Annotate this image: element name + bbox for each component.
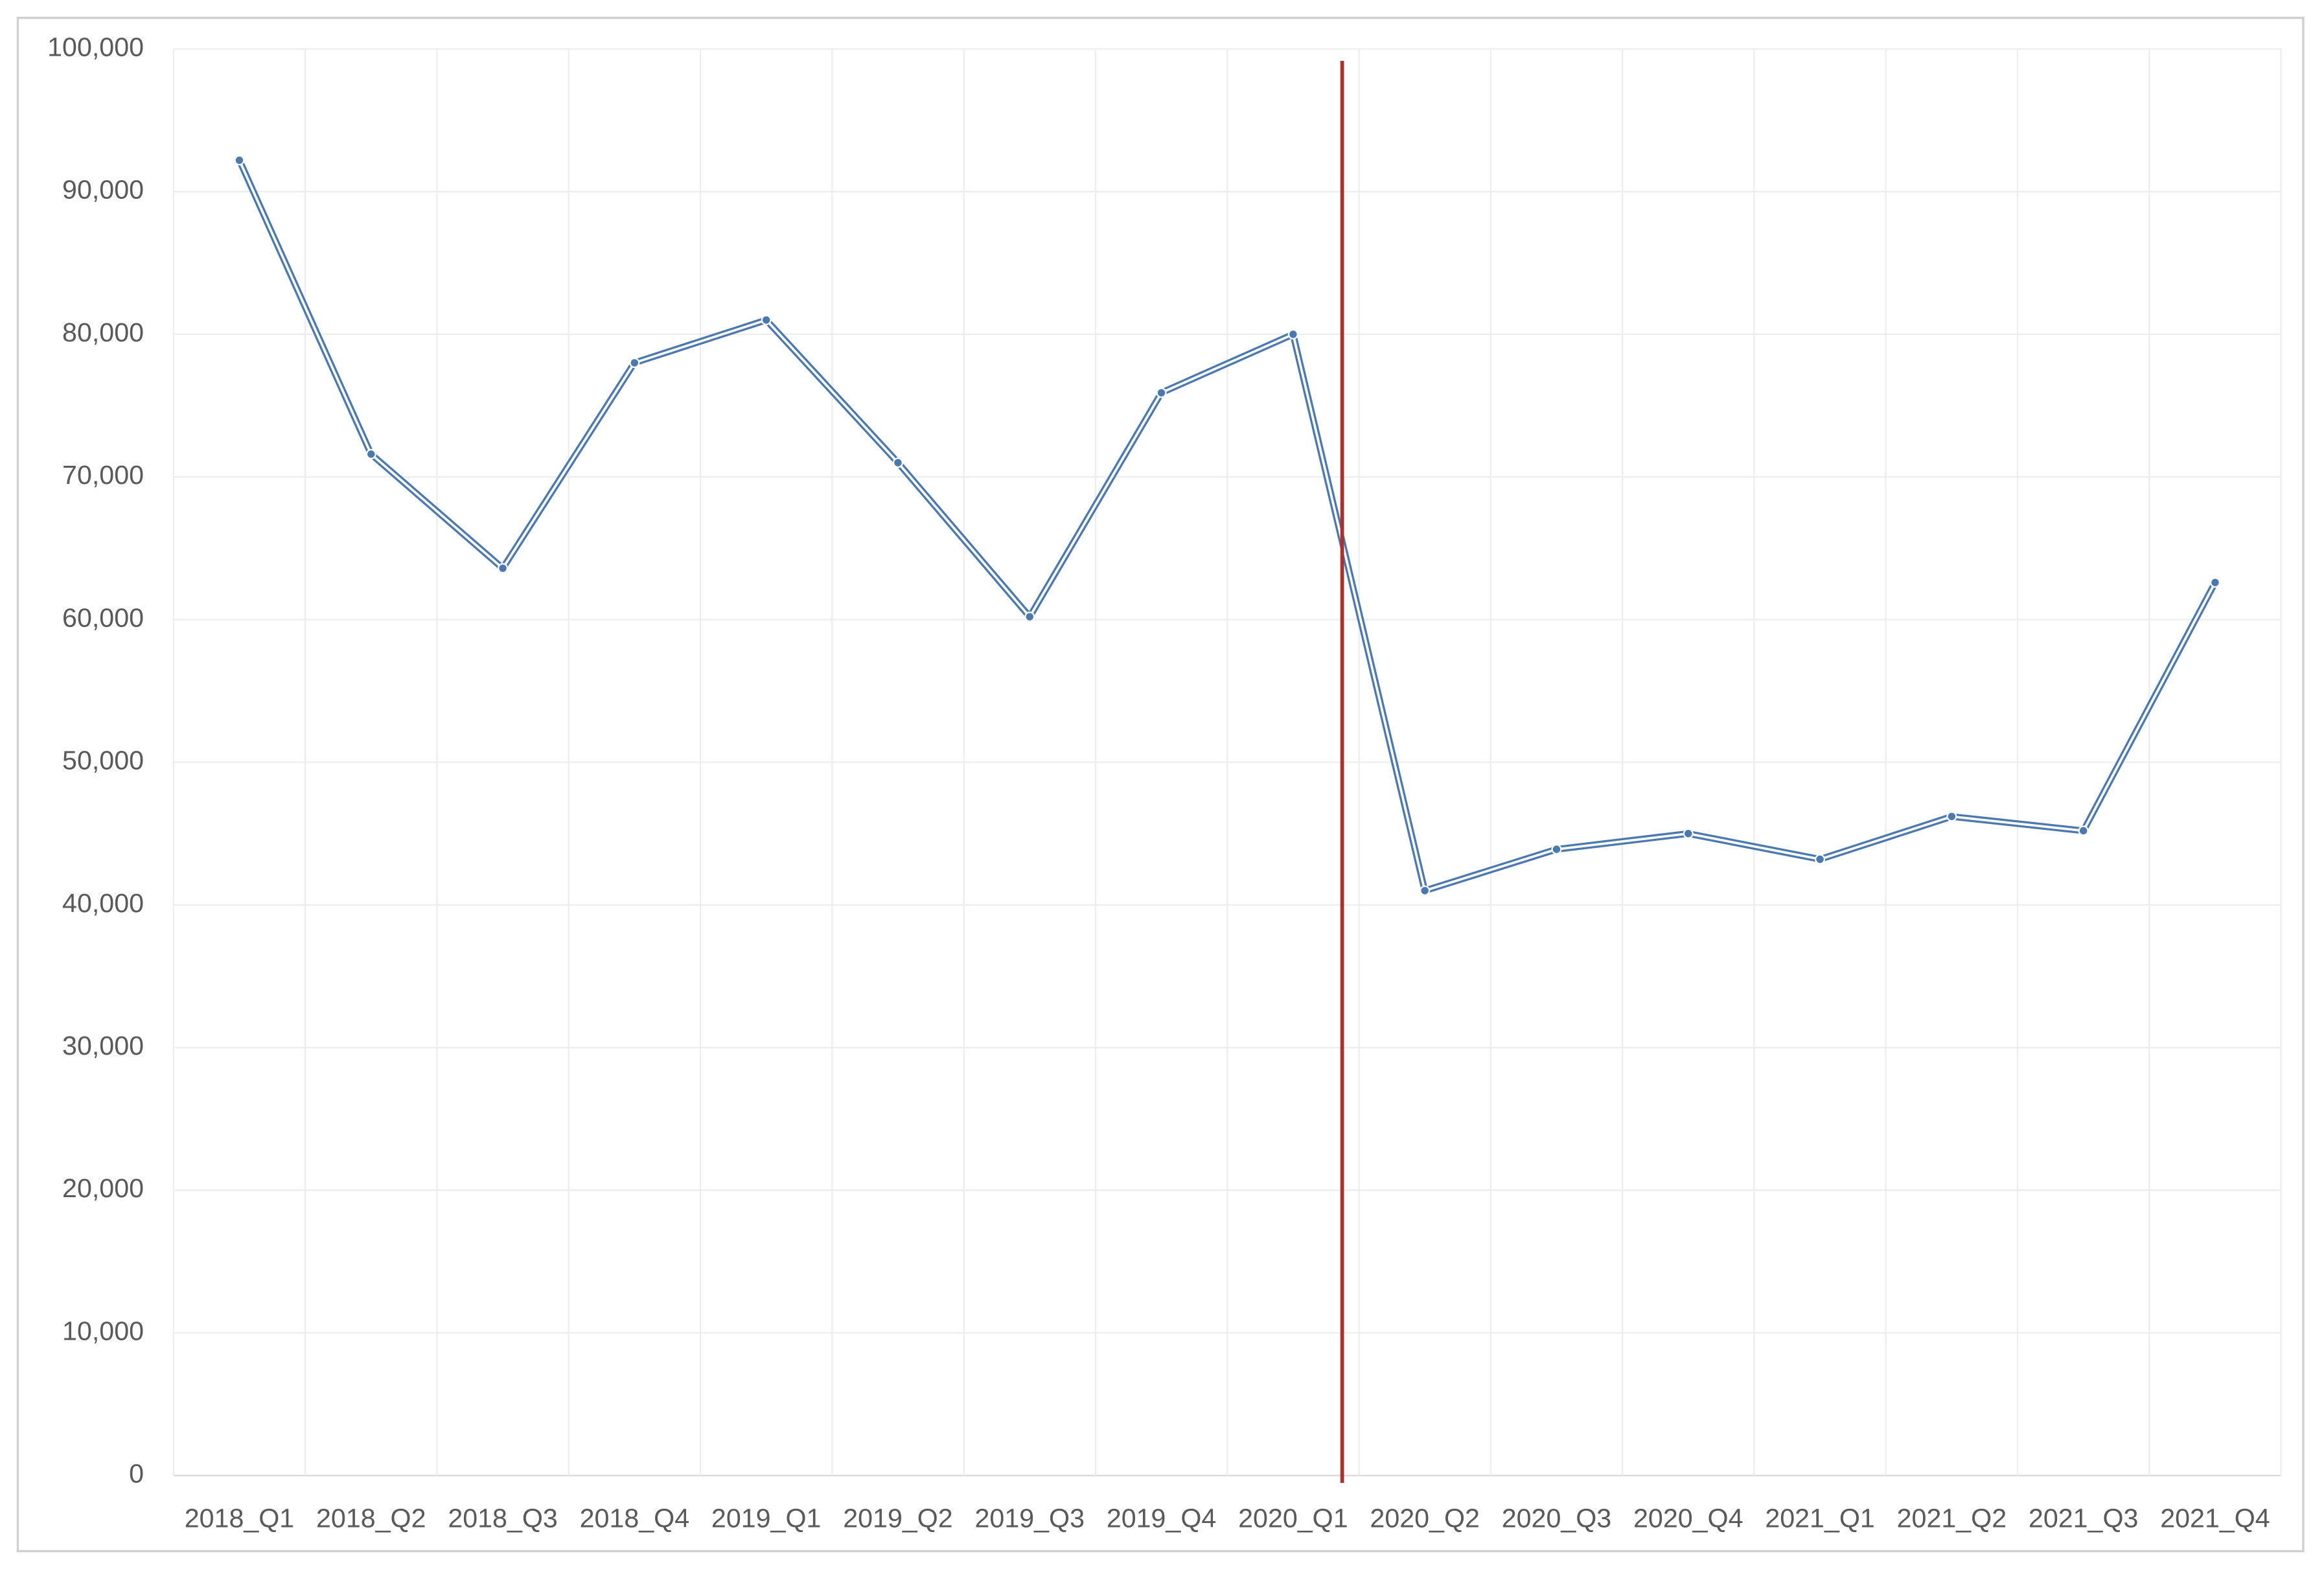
- y-tick-label: 10,000: [62, 1316, 144, 1346]
- y-tick-label: 50,000: [62, 746, 144, 775]
- y-tick-label: 90,000: [62, 175, 144, 205]
- point: [1683, 828, 1694, 839]
- x-tick-label: 2018_Q3: [448, 1503, 557, 1533]
- x-tick-label: 2018_Q4: [580, 1503, 689, 1533]
- point: [1815, 854, 1826, 865]
- point: [365, 448, 376, 460]
- point: [2209, 577, 2220, 588]
- chart-border: [16, 16, 2305, 1553]
- point: [1946, 811, 1957, 822]
- x-tick-label: 2020_Q3: [1502, 1503, 1611, 1533]
- x-tick-label: 2021_Q4: [2160, 1503, 2270, 1533]
- x-tick-label: 2019_Q2: [843, 1503, 952, 1533]
- point: [234, 155, 245, 166]
- x-tick-label: 2019_Q4: [1107, 1503, 1216, 1533]
- y-tick-label: 100,000: [47, 32, 144, 62]
- point: [1156, 387, 1167, 398]
- x-tick-label: 2018_Q1: [185, 1503, 294, 1533]
- y-tick-label: 80,000: [62, 317, 144, 347]
- x-tick-label: 2021_Q2: [1897, 1503, 2007, 1533]
- x-tick-label: 2020_Q2: [1370, 1503, 1479, 1533]
- point: [629, 358, 640, 369]
- point: [1551, 843, 1562, 855]
- y-tick-label: 20,000: [62, 1173, 144, 1203]
- x-tick-label: 2021_Q3: [2029, 1503, 2138, 1533]
- point: [761, 315, 772, 326]
- x-tick-label: 2018_Q2: [316, 1503, 426, 1533]
- point: [1420, 885, 1431, 896]
- point: [892, 457, 903, 468]
- x-tick-label: 2021_Q1: [1765, 1503, 1874, 1533]
- x-tick-label: 2019_Q1: [711, 1503, 821, 1533]
- x-tick-label: 2020_Q4: [1633, 1503, 1743, 1533]
- x-tick-label: 2020_Q1: [1238, 1503, 1348, 1533]
- point: [2078, 825, 2089, 836]
- y-tick-label: 0: [129, 1459, 144, 1489]
- y-tick-label: 70,000: [62, 460, 144, 490]
- y-tick-label: 40,000: [62, 888, 144, 918]
- series-line-highlight: [238, 159, 2216, 892]
- point: [1024, 612, 1035, 623]
- x-tick-label: 2019_Q3: [975, 1503, 1085, 1533]
- y-tick-label: 60,000: [62, 602, 144, 632]
- point: [498, 563, 509, 574]
- marks: [234, 155, 2220, 896]
- y-tick-label: 30,000: [62, 1031, 144, 1060]
- point: [1287, 329, 1298, 340]
- grid: [172, 48, 2282, 1476]
